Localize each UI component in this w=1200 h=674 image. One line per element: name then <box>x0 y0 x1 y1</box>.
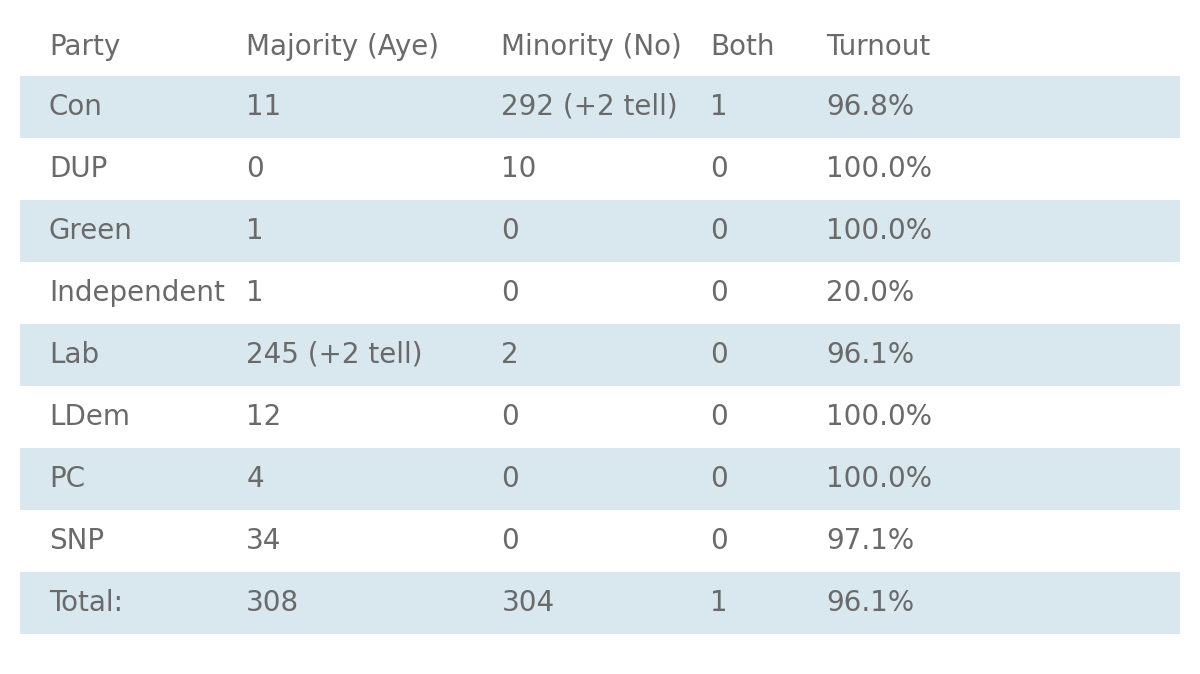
Text: SNP: SNP <box>49 527 104 555</box>
Text: 96.8%: 96.8% <box>826 93 914 121</box>
Text: Independent: Independent <box>49 279 224 307</box>
Text: 97.1%: 97.1% <box>826 527 914 555</box>
Text: 304: 304 <box>502 589 554 617</box>
Text: 0: 0 <box>710 403 728 431</box>
Text: Con: Con <box>49 93 103 121</box>
Bar <box>20 262 1180 324</box>
Text: 34: 34 <box>246 527 282 555</box>
Bar <box>20 200 1180 262</box>
Text: 100.0%: 100.0% <box>826 155 932 183</box>
Text: 1: 1 <box>246 279 264 307</box>
Text: 2: 2 <box>502 341 520 369</box>
Text: 1: 1 <box>710 93 728 121</box>
Text: 308: 308 <box>246 589 299 617</box>
Text: 11: 11 <box>246 93 282 121</box>
Text: Green: Green <box>49 217 133 245</box>
Text: DUP: DUP <box>49 155 107 183</box>
Text: 0: 0 <box>710 341 728 369</box>
Text: Both: Both <box>710 33 775 61</box>
Text: 0: 0 <box>710 527 728 555</box>
Text: 100.0%: 100.0% <box>826 217 932 245</box>
Text: Majority (Aye): Majority (Aye) <box>246 33 439 61</box>
Text: Lab: Lab <box>49 341 100 369</box>
Text: 0: 0 <box>502 527 520 555</box>
Bar <box>20 510 1180 572</box>
Bar <box>20 572 1180 634</box>
Text: 96.1%: 96.1% <box>826 589 914 617</box>
Text: Turnout: Turnout <box>826 33 930 61</box>
Text: Total:: Total: <box>49 589 124 617</box>
Bar <box>20 448 1180 510</box>
Text: 4: 4 <box>246 465 264 493</box>
Text: 10: 10 <box>502 155 536 183</box>
Text: 100.0%: 100.0% <box>826 403 932 431</box>
Text: LDem: LDem <box>49 403 130 431</box>
Text: 100.0%: 100.0% <box>826 465 932 493</box>
Text: 20.0%: 20.0% <box>826 279 914 307</box>
Text: PC: PC <box>49 465 85 493</box>
Text: Minority (No): Minority (No) <box>502 33 682 61</box>
Text: 0: 0 <box>502 465 520 493</box>
Text: 0: 0 <box>502 403 520 431</box>
Text: 0: 0 <box>710 217 728 245</box>
Bar <box>20 324 1180 386</box>
Text: 12: 12 <box>246 403 282 431</box>
Text: 1: 1 <box>710 589 728 617</box>
Bar <box>20 76 1180 138</box>
Text: 0: 0 <box>710 465 728 493</box>
Text: 1: 1 <box>246 217 264 245</box>
Bar <box>20 138 1180 200</box>
Text: 0: 0 <box>502 279 520 307</box>
Text: 245 (+2 tell): 245 (+2 tell) <box>246 341 422 369</box>
Text: Party: Party <box>49 33 120 61</box>
Text: 0: 0 <box>246 155 264 183</box>
Bar <box>20 18 1180 76</box>
Text: 0: 0 <box>710 155 728 183</box>
Text: 292 (+2 tell): 292 (+2 tell) <box>502 93 678 121</box>
Text: 0: 0 <box>710 279 728 307</box>
Text: 0: 0 <box>502 217 520 245</box>
Bar <box>20 386 1180 448</box>
Text: 96.1%: 96.1% <box>826 341 914 369</box>
